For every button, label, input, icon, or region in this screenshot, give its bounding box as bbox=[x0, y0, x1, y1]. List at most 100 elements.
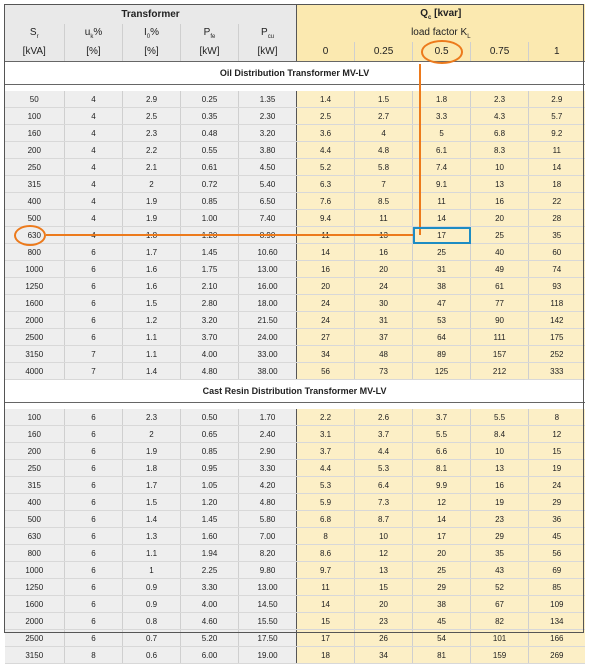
table-cell: 35 bbox=[528, 226, 585, 244]
table-cell: 4 bbox=[354, 124, 413, 142]
table-cell: 38 bbox=[412, 277, 471, 295]
table-row: 250 6 1.8 0.95 3.30 4.4 5.3 8.1 13 19 bbox=[4, 459, 585, 477]
table-cell: 6 bbox=[64, 612, 123, 630]
table-cell: 7.3 bbox=[354, 493, 413, 511]
table-cell: 10.60 bbox=[237, 243, 297, 261]
table-cell: 15 bbox=[296, 612, 355, 630]
col-header-pcu: Pcu bbox=[237, 24, 297, 42]
table-cell: 6 bbox=[64, 629, 123, 647]
table-cell: 2.2 bbox=[296, 409, 355, 426]
table-cell: 2.9 bbox=[122, 91, 181, 108]
table-cell: 64 bbox=[412, 328, 471, 346]
table-row: 500 6 1.4 1.45 5.80 6.8 8.7 14 23 36 bbox=[4, 510, 585, 528]
table-cell: 33.00 bbox=[237, 345, 297, 363]
table-cell: 11 bbox=[412, 192, 471, 210]
table-cell: 6 bbox=[64, 294, 123, 312]
table-cell: 1.4 bbox=[296, 91, 355, 108]
table-cell: 25 bbox=[412, 243, 471, 261]
table-cell: 7.00 bbox=[237, 527, 297, 545]
qc-group-header: Qc [kvar] bbox=[296, 4, 585, 24]
table-cell: 8.4 bbox=[470, 425, 529, 443]
highlight-column-line bbox=[418, 63, 421, 235]
table-cell: 1.1 bbox=[122, 345, 181, 363]
table-cell: 6 bbox=[64, 425, 123, 443]
table-cell: 1.1 bbox=[122, 544, 181, 562]
table-cell: 8 bbox=[64, 646, 123, 664]
table-row: 160 4 2.3 0.48 3.20 3.6 4 5 6.8 9.2 bbox=[4, 124, 585, 142]
table-cell: 24 bbox=[296, 294, 355, 312]
table-cell: 160 bbox=[4, 124, 65, 142]
table-cell: 14 bbox=[296, 595, 355, 613]
table-cell: 14 bbox=[296, 243, 355, 261]
table-cell: 1600 bbox=[4, 294, 65, 312]
table-cell: 10 bbox=[354, 527, 413, 545]
table-cell: 800 bbox=[4, 243, 65, 261]
table-cell: 2 bbox=[122, 425, 181, 443]
table-cell: 27 bbox=[296, 328, 355, 346]
table-cell: 333 bbox=[528, 362, 585, 380]
table-cell: 20 bbox=[470, 209, 529, 227]
table-cell: 4.50 bbox=[237, 158, 297, 176]
table-cell: 17 bbox=[412, 527, 471, 545]
table-row: 100 6 2.3 0.50 1.70 2.2 2.6 3.7 5.5 8 bbox=[4, 409, 585, 426]
table-cell: 109 bbox=[528, 595, 585, 613]
table-cell: 2.5 bbox=[122, 107, 181, 125]
table-cell: 54 bbox=[412, 629, 471, 647]
table-row: 800 6 1.1 1.94 8.20 8.6 12 20 35 56 bbox=[4, 544, 585, 562]
table-cell: 3.70 bbox=[180, 328, 239, 346]
table-cell: 22 bbox=[528, 192, 585, 210]
table-cell: 250 bbox=[4, 158, 65, 176]
table-cell: 18 bbox=[296, 646, 355, 664]
table-cell: 6.6 bbox=[412, 442, 471, 460]
table-row: 315 6 1.7 1.05 4.20 5.3 6.4 9.9 16 24 bbox=[4, 476, 585, 494]
table-cell: 16 bbox=[296, 260, 355, 278]
table-cell: 74 bbox=[528, 260, 585, 278]
table-cell: 9.2 bbox=[528, 124, 585, 142]
table-cell: 7 bbox=[64, 362, 123, 380]
table-cell: 1.4 bbox=[122, 510, 181, 528]
table-cell: 2.25 bbox=[180, 561, 239, 579]
table-cell: 13.00 bbox=[237, 260, 297, 278]
table-row: 1000 6 1 2.25 9.80 9.7 13 25 43 69 bbox=[4, 561, 585, 579]
table-cell: 4.00 bbox=[180, 345, 239, 363]
table-cell: 34 bbox=[296, 345, 355, 363]
table-row: 2000 6 1.2 3.20 21.50 24 31 53 90 142 bbox=[4, 311, 585, 329]
table-cell: 1.7 bbox=[122, 476, 181, 494]
table-cell: 4 bbox=[64, 107, 123, 125]
table-cell: 1.1 bbox=[122, 328, 181, 346]
table-cell: 36 bbox=[528, 510, 585, 528]
table-cell: 29 bbox=[412, 578, 471, 596]
table-cell: 1.6 bbox=[122, 277, 181, 295]
table-cell: 3.3 bbox=[412, 107, 471, 125]
table-cell: 6.4 bbox=[354, 476, 413, 494]
table-cell: 8.6 bbox=[296, 544, 355, 562]
table-cell: 1250 bbox=[4, 277, 65, 295]
table-cell: 2.80 bbox=[180, 294, 239, 312]
table-cell: 69 bbox=[528, 561, 585, 579]
table-cell: 2.3 bbox=[122, 409, 181, 426]
table-cell: 9.80 bbox=[237, 561, 297, 579]
unit-pfe: [kW] bbox=[180, 42, 239, 62]
table-cell: 8.3 bbox=[470, 141, 529, 159]
table-row: 1600 6 0.9 4.00 14.50 14 20 38 67 109 bbox=[4, 595, 585, 613]
table-cell: 45 bbox=[412, 612, 471, 630]
table-cell: 8.5 bbox=[354, 192, 413, 210]
table-cell: 20 bbox=[412, 544, 471, 562]
table-cell: 56 bbox=[528, 544, 585, 562]
table-cell: 111 bbox=[470, 328, 529, 346]
highlight-row-line bbox=[45, 234, 413, 236]
table-cell: 16 bbox=[354, 243, 413, 261]
table-cell: 6 bbox=[64, 527, 123, 545]
table-cell: 4 bbox=[64, 141, 123, 159]
table-cell: 269 bbox=[528, 646, 585, 664]
table-row: 630 6 1.3 1.60 7.00 8 10 17 29 45 bbox=[4, 527, 585, 545]
table-cell: 43 bbox=[470, 561, 529, 579]
table-cell: 4.80 bbox=[237, 493, 297, 511]
table-cell: 14 bbox=[412, 510, 471, 528]
table-cell: 14 bbox=[528, 158, 585, 176]
table-cell: 1.60 bbox=[180, 527, 239, 545]
table-cell: 2 bbox=[122, 175, 181, 193]
table-cell: 315 bbox=[4, 175, 65, 193]
unit-i0: [%] bbox=[122, 42, 181, 62]
table-cell: 4.4 bbox=[296, 141, 355, 159]
